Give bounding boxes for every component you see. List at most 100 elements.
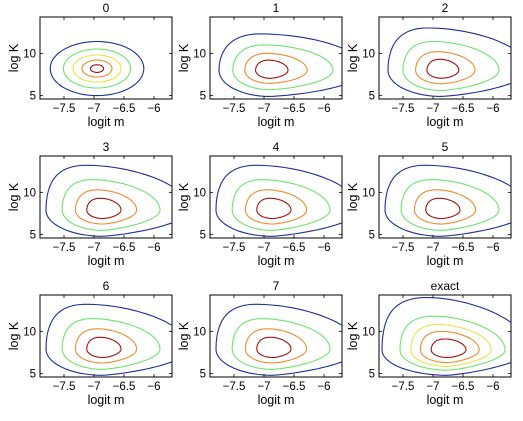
x-axis-label: logit m xyxy=(88,254,125,268)
contour-group xyxy=(45,164,172,237)
axes-frame xyxy=(39,16,173,100)
panel-6: 6 −7.5 −7 −6.5 −6 5 10 logit m log K xyxy=(7,279,173,407)
x-tick-label: −7 xyxy=(426,242,439,254)
contour-level-1 xyxy=(215,303,342,376)
y-tick-label: 5 xyxy=(30,91,36,103)
x-axis-label: logit m xyxy=(427,115,464,129)
x-tick-label: −7.5 xyxy=(392,103,415,115)
contour-level-3 xyxy=(415,51,476,85)
panel-title: exact xyxy=(431,279,460,293)
panel-0: 0 −7.5 −7 −6.5 −6 5 10 logit m log K xyxy=(7,1,173,129)
panel-title: 5 xyxy=(442,140,449,154)
y-axis-label: log K xyxy=(7,321,21,350)
y-tick-label: 10 xyxy=(193,326,206,338)
contour-level-2 xyxy=(61,318,161,370)
contour-group xyxy=(384,164,511,237)
panel-title: 6 xyxy=(103,279,110,293)
y-tick-label: 10 xyxy=(362,326,375,338)
x-tick-label: −7 xyxy=(426,381,439,393)
x-axis-label: logit m xyxy=(258,115,295,129)
x-tick-label: −6.5 xyxy=(452,381,475,393)
contour-level-3 xyxy=(72,54,122,83)
panel-7: 7 −7.5 −7 −6.5 −6 5 10 logit m log K xyxy=(177,279,343,407)
x-tick-label: −7.5 xyxy=(53,381,76,393)
contour-level-5 xyxy=(89,64,105,73)
x-tick-label: −6.5 xyxy=(113,381,136,393)
y-tick-label: 10 xyxy=(23,326,36,338)
y-axis-label: log K xyxy=(346,182,360,211)
contour-level-4 xyxy=(81,59,113,78)
x-tick-label: −7.5 xyxy=(223,381,246,393)
x-tick-label: −6 xyxy=(486,103,499,115)
y-axis-label: log K xyxy=(177,43,191,72)
panel-title: 7 xyxy=(273,279,280,293)
contour-level-3 xyxy=(74,189,138,225)
axes-frame xyxy=(39,294,173,378)
y-tick-label: 5 xyxy=(369,230,375,242)
panel-title: 4 xyxy=(273,140,280,154)
panel-3: 3 −7.5 −7 −6.5 −6 5 10 logit m log K xyxy=(7,140,173,268)
x-tick-label: −7 xyxy=(87,242,100,254)
contour-level-3 xyxy=(413,189,477,225)
x-tick-label: −7 xyxy=(87,103,100,115)
axes-frame xyxy=(209,16,343,100)
y-axis-label: log K xyxy=(177,182,191,211)
x-axis-label: logit m xyxy=(427,254,464,268)
contour-level-4 xyxy=(255,59,289,79)
panel-2: 2 −7.5 −7 −6.5 −6 5 10 logit m log K xyxy=(346,1,512,129)
x-tick-label: −6.5 xyxy=(452,103,475,115)
y-tick-label: 5 xyxy=(369,91,375,103)
axes-frame xyxy=(378,294,512,378)
contour-level-4 xyxy=(86,336,122,359)
contour-group xyxy=(215,303,342,376)
contour-group xyxy=(215,164,342,237)
y-axis-label: log K xyxy=(346,321,360,350)
contour-level-1 xyxy=(384,164,511,237)
contour-group xyxy=(387,27,511,97)
contour-level-2 xyxy=(231,179,331,231)
y-tick-label: 10 xyxy=(193,48,206,60)
contour-level-3 xyxy=(74,328,138,364)
panel-title: 2 xyxy=(442,1,449,15)
y-axis-label: log K xyxy=(346,43,360,72)
x-tick-label: −6 xyxy=(317,242,330,254)
contour-level-4 xyxy=(426,58,460,79)
y-axis-label: log K xyxy=(177,321,191,350)
y-axis-label: log K xyxy=(7,182,21,211)
x-tick-label: −7 xyxy=(87,381,100,393)
x-axis-label: logit m xyxy=(88,115,125,129)
contour-level-2 xyxy=(399,315,506,371)
x-tick-label: −7 xyxy=(426,103,439,115)
contour-level-1 xyxy=(387,27,511,97)
x-tick-label: −6 xyxy=(486,381,499,393)
x-tick-label: −7.5 xyxy=(53,242,76,254)
y-tick-label: 10 xyxy=(362,48,375,60)
contour-level-3 xyxy=(244,328,308,364)
contour-group xyxy=(49,40,145,97)
contour-level-2 xyxy=(62,48,132,89)
x-tick-label: −6.5 xyxy=(113,103,136,115)
contour-level-5 xyxy=(430,338,467,359)
contour-level-2 xyxy=(61,179,161,231)
y-tick-label: 10 xyxy=(193,187,206,199)
x-tick-label: −6.5 xyxy=(283,103,306,115)
contour-level-1 xyxy=(215,164,342,237)
axes-frame xyxy=(209,155,343,239)
x-axis-label: logit m xyxy=(427,393,464,407)
panel-title: 3 xyxy=(103,140,110,154)
axes-frame xyxy=(378,155,512,239)
x-tick-label: −7.5 xyxy=(392,242,415,254)
x-tick-label: −6.5 xyxy=(283,381,306,393)
contour-group xyxy=(381,297,511,376)
contour-level-1 xyxy=(45,164,172,237)
contour-level-4 xyxy=(256,197,292,220)
y-tick-label: 10 xyxy=(23,48,36,60)
x-tick-label: −6 xyxy=(147,103,160,115)
y-tick-label: 10 xyxy=(362,187,375,199)
contour-level-2 xyxy=(231,318,331,370)
x-axis-label: logit m xyxy=(258,393,295,407)
x-tick-label: −7.5 xyxy=(223,103,246,115)
x-tick-label: −6.5 xyxy=(283,242,306,254)
panel-title: 1 xyxy=(273,1,280,15)
contour-level-1 xyxy=(49,40,145,97)
